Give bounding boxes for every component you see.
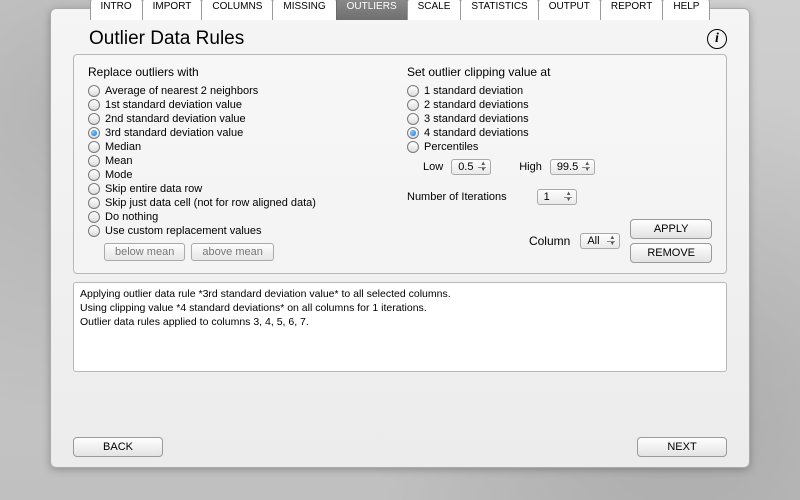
replace-with-label: Skip entire data row [105, 183, 202, 195]
replace-with-label: Mode [105, 169, 133, 181]
radio-icon [88, 225, 100, 237]
radio-icon [88, 197, 100, 209]
clipping-option[interactable]: 3 standard deviations [407, 113, 712, 125]
radio-icon [88, 85, 100, 97]
radio-icon [88, 113, 100, 125]
replace-with-radio-group: Average of nearest 2 neighbors 1st standa… [88, 85, 393, 237]
replace-with-option[interactable]: Skip entire data row [88, 183, 393, 195]
above-mean-button[interactable]: above mean [191, 243, 274, 261]
clipping-label: 3 standard deviations [424, 113, 529, 125]
column-label: Column [529, 234, 570, 248]
radio-icon [407, 127, 419, 139]
replace-with-option[interactable]: Do nothing [88, 211, 393, 223]
replace-with-option[interactable]: 3rd standard deviation value [88, 127, 393, 139]
replace-with-option[interactable]: Median [88, 141, 393, 153]
iterations-row: Number of Iterations 1 ▲▼ [407, 189, 712, 205]
apply-button[interactable]: APPLY [630, 219, 712, 239]
percentile-row: Low 0.5 ▲▼ High 99.5 ▲▼ [423, 159, 712, 175]
info-icon[interactable]: i [707, 29, 727, 49]
clipping-option[interactable]: Percentiles [407, 141, 712, 153]
radio-icon [88, 183, 100, 195]
high-label: High [519, 161, 542, 173]
app-background: INTROIMPORTCOLUMNSMISSINGOUTLIERSSCALEST… [0, 0, 800, 500]
clipping-option[interactable]: 1 standard deviation [407, 85, 712, 97]
radio-icon [88, 169, 100, 181]
next-button[interactable]: NEXT [637, 437, 727, 457]
low-stepper[interactable]: 0.5 ▲▼ [451, 159, 491, 175]
column-select[interactable]: All ▲▼ [580, 233, 620, 249]
clipping-label: 4 standard deviations [424, 127, 529, 139]
replace-with-label: 2nd standard deviation value [105, 113, 246, 125]
replace-with-label: Use custom replacement values [105, 225, 262, 237]
right-column: Set outlier clipping value at 1 standard… [407, 65, 712, 263]
clipping-radio-group: 1 standard deviation 2 standard deviation… [407, 85, 712, 153]
tab-missing[interactable]: MISSING [272, 0, 336, 20]
replace-with-label: Do nothing [105, 211, 158, 223]
main-panel: INTROIMPORTCOLUMNSMISSINGOUTLIERSSCALEST… [50, 8, 750, 468]
tab-outliers[interactable]: OUTLIERS [336, 0, 408, 20]
radio-icon [88, 127, 100, 139]
low-value: 0.5 [458, 161, 473, 173]
iterations-label: Number of Iterations [407, 191, 507, 203]
high-stepper[interactable]: 99.5 ▲▼ [550, 159, 595, 175]
custom-value-buttons: below mean above mean [104, 243, 393, 261]
replace-with-option[interactable]: Mean [88, 155, 393, 167]
tab-import[interactable]: IMPORT [142, 0, 203, 20]
radio-icon [407, 85, 419, 97]
below-mean-button[interactable]: below mean [104, 243, 185, 261]
tab-intro[interactable]: INTRO [90, 0, 143, 20]
radio-icon [88, 211, 100, 223]
tab-help[interactable]: HELP [662, 0, 710, 20]
replace-with-label: Median [105, 141, 141, 153]
replace-with-option[interactable]: Skip just data cell (not for row aligned… [88, 197, 393, 209]
clipping-label: 1 standard deviation [424, 85, 523, 97]
tab-report[interactable]: REPORT [600, 0, 664, 20]
replace-with-label: Mean [105, 155, 133, 167]
left-heading: Replace outliers with [88, 65, 393, 79]
options-groupbox: Replace outliers with Average of nearest… [73, 54, 727, 274]
radio-icon [407, 113, 419, 125]
left-column: Replace outliers with Average of nearest… [88, 65, 393, 263]
replace-with-label: 1st standard deviation value [105, 99, 242, 111]
log-output: Applying outlier data rule *3rd standard… [73, 282, 727, 372]
iterations-stepper[interactable]: 1 ▲▼ [537, 189, 577, 205]
tab-statistics[interactable]: STATISTICS [460, 0, 538, 20]
high-value: 99.5 [557, 161, 578, 173]
replace-with-label: Average of nearest 2 neighbors [105, 85, 258, 97]
radio-icon [88, 141, 100, 153]
back-button[interactable]: BACK [73, 437, 163, 457]
replace-with-label: 3rd standard deviation value [105, 127, 243, 139]
replace-with-option[interactable]: Average of nearest 2 neighbors [88, 85, 393, 97]
tab-output[interactable]: OUTPUT [538, 0, 601, 20]
right-heading: Set outlier clipping value at [407, 65, 712, 79]
tab-bar: INTROIMPORTCOLUMNSMISSINGOUTLIERSSCALEST… [51, 0, 749, 20]
footer-bar: BACK NEXT [51, 429, 749, 467]
tab-columns[interactable]: COLUMNS [201, 0, 273, 20]
apply-remove-stack: APPLY REMOVE [630, 219, 712, 263]
replace-with-option[interactable]: Use custom replacement values [88, 225, 393, 237]
iterations-value: 1 [544, 191, 550, 203]
tab-scale[interactable]: SCALE [407, 0, 462, 20]
page-title: Outlier Data Rules [89, 28, 244, 50]
column-action-area: Column All ▲▼ APPLY REMOVE [407, 219, 712, 263]
radio-icon [88, 155, 100, 167]
radio-icon [88, 99, 100, 111]
radio-icon [407, 141, 419, 153]
heading-row: Outlier Data Rules i [51, 20, 749, 54]
content-area: Replace outliers with Average of nearest… [51, 54, 749, 429]
clipping-label: 2 standard deviations [424, 99, 529, 111]
radio-icon [407, 99, 419, 111]
clipping-label: Percentiles [424, 141, 478, 153]
replace-with-option[interactable]: 2nd standard deviation value [88, 113, 393, 125]
replace-with-label: Skip just data cell (not for row aligned… [105, 197, 316, 209]
replace-with-option[interactable]: Mode [88, 169, 393, 181]
low-label: Low [423, 161, 443, 173]
replace-with-option[interactable]: 1st standard deviation value [88, 99, 393, 111]
clipping-option[interactable]: 4 standard deviations [407, 127, 712, 139]
clipping-option[interactable]: 2 standard deviations [407, 99, 712, 111]
remove-button[interactable]: REMOVE [630, 243, 712, 263]
column-value: All [587, 235, 599, 247]
